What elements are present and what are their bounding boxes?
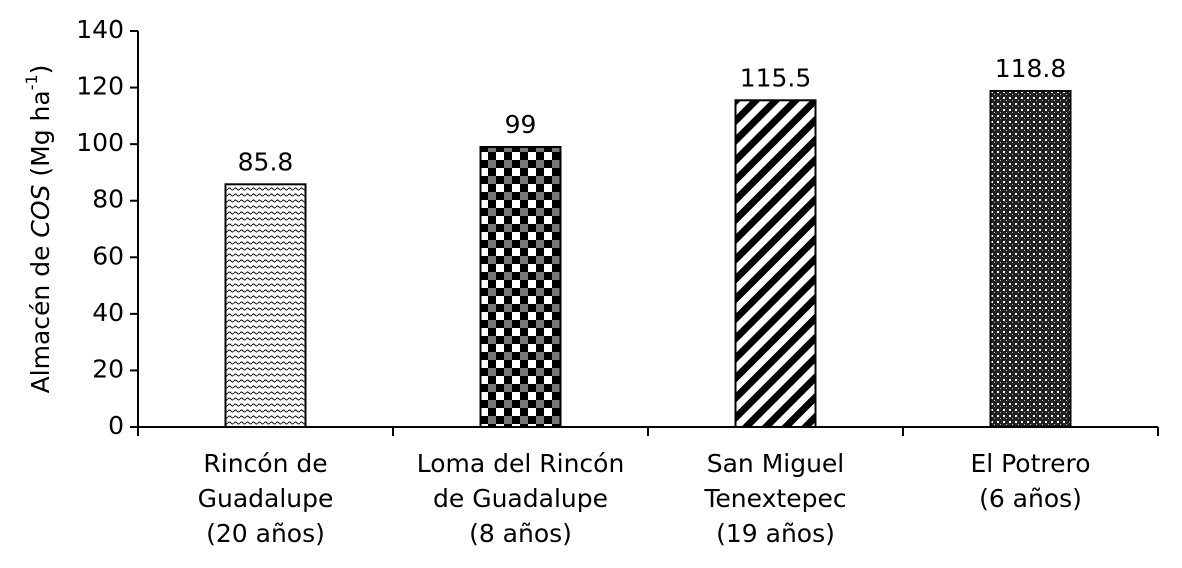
- x-tick-label: Rincón de: [203, 449, 327, 478]
- y-tick-label: 40: [92, 298, 124, 327]
- y-tick-label: 20: [92, 354, 124, 383]
- x-tick-label: (8 años): [469, 519, 572, 548]
- y-axis-label: Almacén de COS (Mg ha-1): [22, 65, 56, 394]
- x-tick-label: de Guadalupe: [433, 484, 608, 513]
- x-tick-label: (20 años): [206, 519, 325, 548]
- data-label: 115.5: [740, 63, 812, 92]
- y-label-part: ): [26, 65, 55, 75]
- y-tick-label: 60: [92, 241, 124, 270]
- x-tick-label: (19 años): [716, 519, 835, 548]
- y-tick-label: 100: [76, 128, 124, 157]
- bar: [479, 145, 562, 428]
- data-label: 118.8: [995, 54, 1067, 83]
- x-tick-label: Loma del Rincón: [417, 449, 625, 478]
- x-tick-label: San Miguel: [707, 449, 845, 478]
- bar: [224, 183, 307, 428]
- y-tick-label: 0: [108, 411, 124, 440]
- y-tick-label: 120: [76, 72, 124, 101]
- y-label-part: Almacén de: [26, 238, 55, 394]
- y-tick-label: 80: [92, 185, 124, 214]
- x-tick-label: Tenextepec: [703, 484, 846, 513]
- x-tick-label: Guadalupe: [198, 484, 334, 513]
- x-tick-label: (6 años): [979, 484, 1082, 513]
- bar: [734, 99, 817, 429]
- y-label-part: (Mg ha: [26, 90, 55, 184]
- y-tick-label: 140: [76, 15, 124, 44]
- y-label-part: -1: [22, 74, 41, 90]
- data-label: 85.8: [238, 147, 294, 176]
- bar: [989, 89, 1072, 428]
- data-label: 99: [505, 110, 537, 139]
- x-tick-label: El Potrero: [970, 449, 1090, 478]
- y-label-part: COS: [26, 184, 55, 237]
